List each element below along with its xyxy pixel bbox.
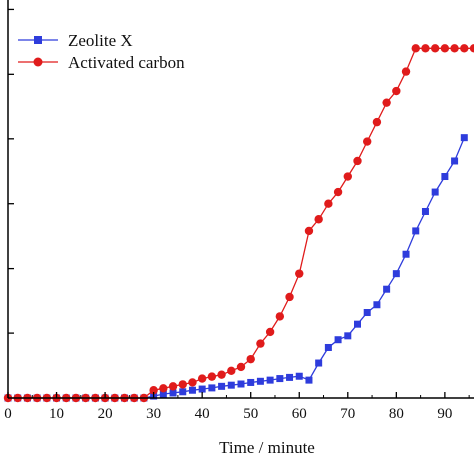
legend-label-activated-carbon: Activated carbon xyxy=(68,53,185,72)
zeolite-x-point xyxy=(441,173,449,181)
zeolite-x-point xyxy=(247,378,255,386)
zeolite-x-point xyxy=(276,375,284,383)
activated-carbon-point xyxy=(343,172,352,181)
x-tick-label: 40 xyxy=(195,406,210,422)
x-tick-label: 90 xyxy=(437,406,452,422)
activated-carbon-point xyxy=(333,187,343,197)
activated-carbon-point xyxy=(440,44,450,53)
activated-carbon-point xyxy=(275,312,285,321)
zeolite-x-point xyxy=(286,373,294,381)
activated-carbon-point xyxy=(285,292,294,302)
x-tick-label: 60 xyxy=(292,406,307,422)
legend: Zeolite X Activated carbon xyxy=(18,31,185,72)
activated-carbon-point xyxy=(372,117,382,127)
zeolite-x-point xyxy=(218,382,226,390)
activated-carbon-point xyxy=(236,362,246,372)
activated-carbon-point xyxy=(450,44,459,53)
activated-carbon-point xyxy=(168,382,178,391)
legend-marker-zeolite-x xyxy=(34,36,42,44)
activated-carbon-point xyxy=(149,386,158,395)
activated-carbon-point xyxy=(188,378,197,387)
activated-carbon-point xyxy=(469,44,474,53)
zeolite-x-point xyxy=(208,384,216,392)
zeolite-x-point xyxy=(451,157,459,165)
zeolite-x-point xyxy=(344,332,352,340)
activated-carbon-point xyxy=(401,67,411,76)
activated-carbon-point xyxy=(217,370,226,379)
zeolite-x-point xyxy=(373,301,381,309)
activated-carbon-point xyxy=(178,380,187,389)
zeolite-x-point xyxy=(324,343,332,351)
zeolite-x-point xyxy=(460,134,468,142)
zeolite-x-point xyxy=(421,207,429,215)
activated-carbon-point xyxy=(197,374,207,383)
activated-carbon-point xyxy=(363,137,372,146)
zeolite-x-point xyxy=(198,385,206,393)
activated-carbon-point xyxy=(304,226,314,236)
legend-marker-activated-carbon xyxy=(33,57,43,67)
zeolite-x-point xyxy=(363,309,371,317)
activated-carbon-point xyxy=(460,44,469,53)
zeolite-x-line xyxy=(8,137,465,399)
zeolite-x-point xyxy=(256,377,264,385)
x-tick-label: 50 xyxy=(243,406,258,422)
x-tick-label: 80 xyxy=(389,406,404,422)
activated-carbon-point xyxy=(411,44,420,53)
zeolite-x-point xyxy=(159,390,167,398)
zeolite-x-point xyxy=(266,376,274,384)
zeolite-x-point xyxy=(315,359,323,367)
activated-carbon-point xyxy=(265,327,275,337)
zeolite-x-point xyxy=(305,376,313,384)
zeolite-x-point xyxy=(383,285,391,293)
activated-carbon-point xyxy=(382,98,391,107)
activated-carbon-point xyxy=(353,156,362,166)
x-tick-label: 20 xyxy=(98,406,113,422)
zeolite-x-point xyxy=(188,386,196,394)
legend-label-zeolite-x: Zeolite X xyxy=(68,31,133,50)
zeolite-x-point xyxy=(179,388,187,396)
activated-carbon-point xyxy=(314,215,323,224)
zeolite-x-point xyxy=(402,250,410,258)
activated-carbon-point xyxy=(324,199,333,208)
axes: 0 10 20 30 40 50 60 70 80 90 xyxy=(4,0,474,422)
zeolite-x-point xyxy=(431,188,439,196)
zeolite-x-point xyxy=(227,381,235,389)
activated-carbon-point xyxy=(430,44,440,53)
zeolite-x-point xyxy=(295,372,303,380)
plot-marks xyxy=(3,44,474,403)
activated-carbon-point xyxy=(159,384,168,393)
x-tick-label: 10 xyxy=(49,406,64,422)
zeolite-x-point xyxy=(169,389,177,397)
x-tick-label: 30 xyxy=(146,406,161,422)
zeolite-x-point xyxy=(334,336,342,344)
zeolite-x-point xyxy=(392,270,400,278)
activated-carbon-line xyxy=(8,47,474,399)
activated-carbon-point xyxy=(392,86,401,96)
x-tick-label: 70 xyxy=(340,406,355,422)
zeolite-x-point xyxy=(354,320,361,328)
x-tick-label: 0 xyxy=(4,406,12,422)
x-axis-title: Time / minute xyxy=(219,438,315,457)
activated-carbon-point xyxy=(256,339,265,348)
activated-carbon-point xyxy=(207,372,217,381)
activated-carbon-point xyxy=(295,269,304,278)
activated-carbon-point xyxy=(421,44,430,53)
activated-carbon-point xyxy=(246,354,255,364)
activated-carbon-point xyxy=(227,366,236,375)
zeolite-x-point xyxy=(412,227,420,235)
zeolite-x-point xyxy=(237,380,245,388)
